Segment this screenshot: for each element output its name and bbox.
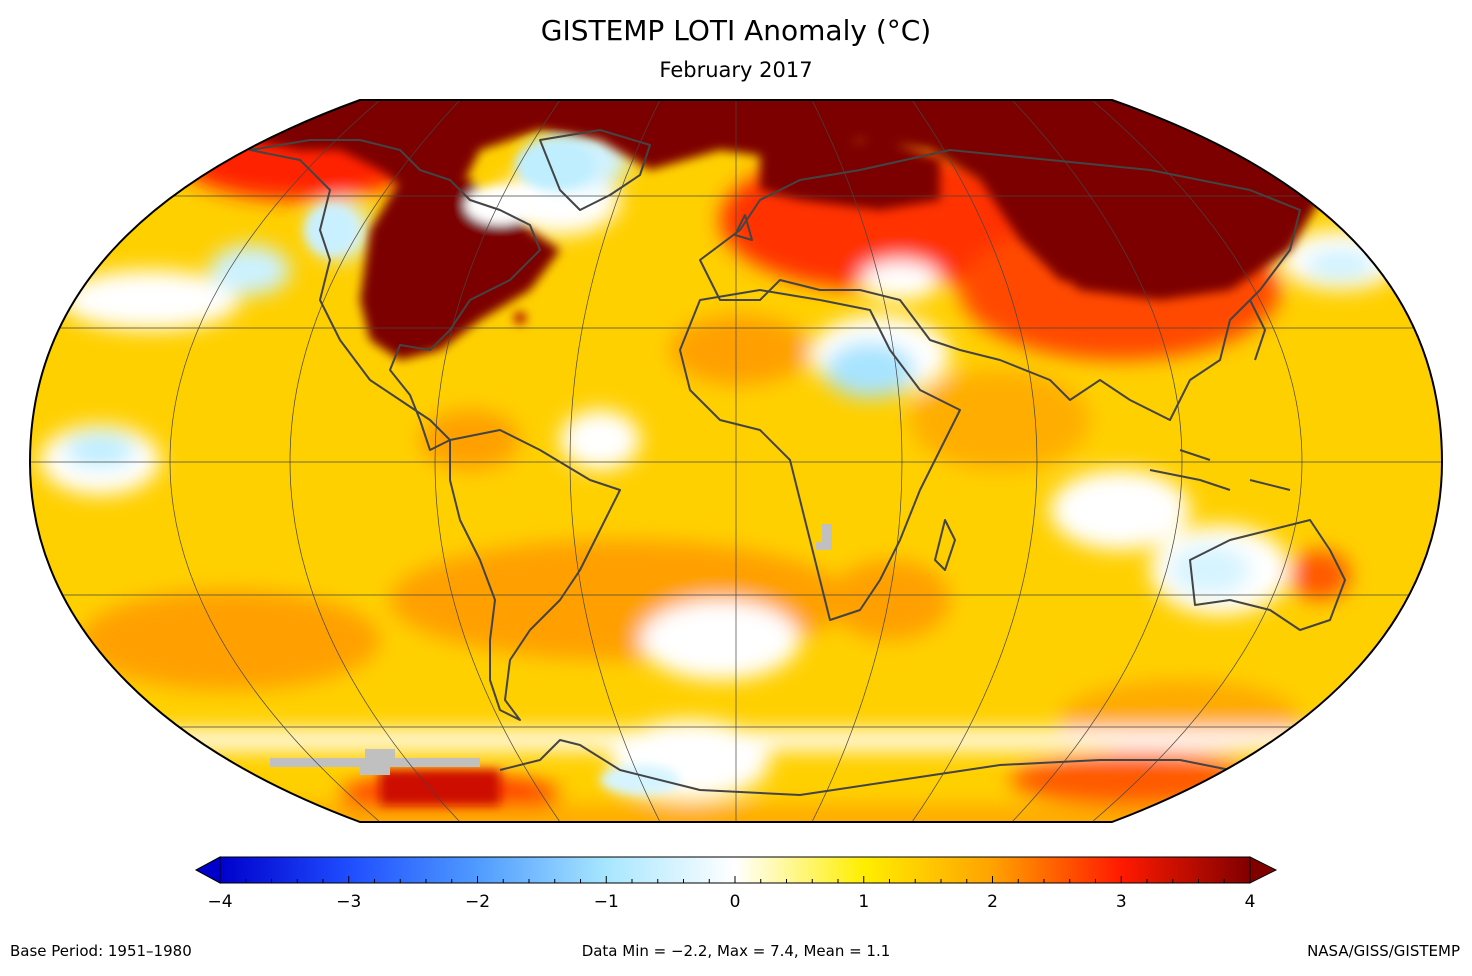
colorbar-ticks	[219, 876, 1251, 883]
colorbar-tick-label: 3	[1116, 892, 1127, 912]
coast-madagascar	[934, 519, 956, 571]
colorbar-tick-label: −4	[207, 892, 232, 912]
colorbar-tick-label: 1	[858, 892, 869, 912]
colorbar-tick-labels: −4 −3 −2 −1 0 1 2 3 4	[207, 892, 1255, 912]
colorbar-tick-label: −3	[336, 892, 361, 912]
coast-japan	[1249, 299, 1266, 361]
data-stats-label: Data Min = −2.2, Max = 7.4, Mean = 1.1	[581, 942, 891, 960]
anomaly-blobs-extreme	[200, 100, 1320, 805]
no-data-cells	[270, 524, 832, 775]
map-title: GISTEMP LOTI Anomaly (°C)	[540, 14, 932, 47]
anomaly-field	[30, 100, 1442, 822]
coast-north-america	[249, 139, 541, 451]
colorbar-min-arrow	[194, 856, 221, 884]
map-subtitle: February 2017	[659, 58, 813, 82]
colorbar-tick-label: −1	[594, 892, 619, 912]
coast-british-isles	[734, 214, 753, 241]
colorbar-tick-label: 4	[1245, 892, 1256, 912]
credit-label: NASA/GISS/GISTEMP	[1307, 942, 1460, 960]
coast-australia	[1189, 519, 1346, 631]
colorbar-max-arrow	[1249, 856, 1278, 884]
coast-new-zealand	[1399, 639, 1411, 671]
colorbar-tick-label: −2	[465, 892, 490, 912]
colorbar: −4 −3 −2 −1 0 1 2 3 4	[194, 856, 1278, 912]
colorbar-tick-label: 0	[730, 892, 741, 912]
graticule	[30, 100, 1442, 822]
coast-eurasia	[699, 149, 1301, 421]
base-period-label: Base Period: 1951–1980	[10, 942, 192, 960]
globe-outline	[28, 99, 1444, 823]
coast-indonesia	[1149, 449, 1291, 491]
colorbar-tick-label: 2	[987, 892, 998, 912]
coast-south-america	[449, 429, 621, 721]
coast-greenland	[539, 129, 651, 211]
